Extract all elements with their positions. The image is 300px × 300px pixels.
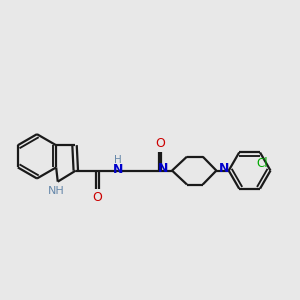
Text: NH: NH [48,186,64,197]
Text: O: O [155,137,165,150]
Text: N: N [158,163,168,176]
Text: H: H [114,155,122,165]
Text: N: N [113,164,123,176]
Text: O: O [92,191,102,205]
Text: N: N [219,163,229,176]
Text: Cl: Cl [257,157,268,170]
